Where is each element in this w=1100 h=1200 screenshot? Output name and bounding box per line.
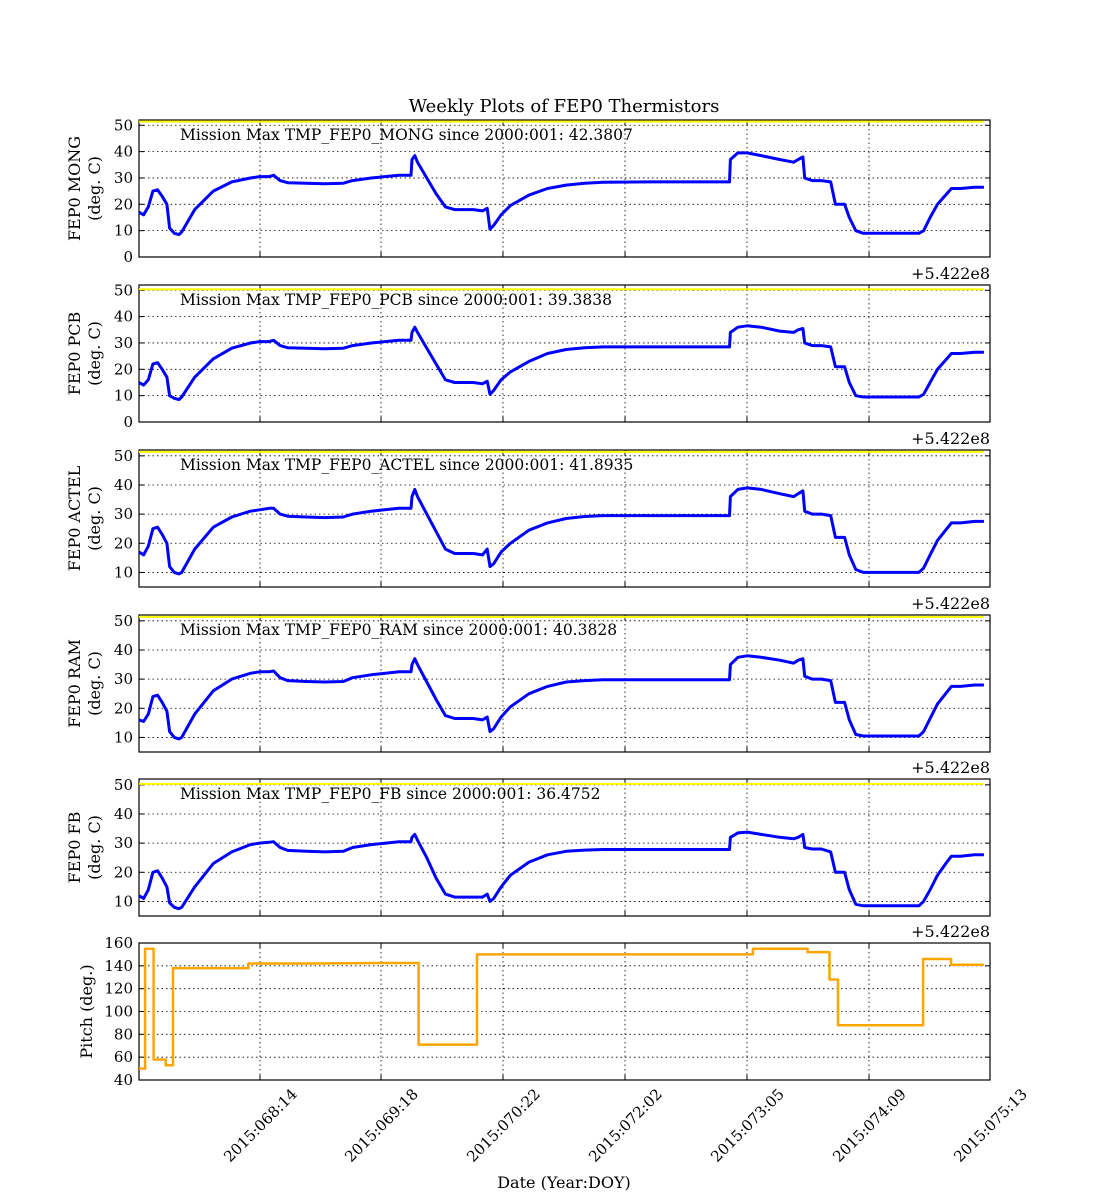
x-offset-label: +5.422e8 — [911, 922, 990, 941]
panel-6: 160 140 120 100 80 60 40 Pitch (deg.) +5.422e8 — [77, 922, 991, 1089]
y-tick-label: 20 — [114, 360, 133, 378]
x-axis-label: Date (Year:DOY) — [497, 1173, 631, 1192]
y-tick-label: 60 — [114, 1048, 133, 1066]
panel-5: 50 40 30 20 10 Mission Max TMP_FEP0_FB since … — [65, 758, 991, 917]
y-tick-label: 30 — [114, 834, 133, 852]
x-tick-label: 2015:075:13 — [950, 1085, 1031, 1166]
x-offset-label: +5.422e8 — [911, 594, 990, 613]
panel-2: 50 40 30 20 10 0 Mission Max TMP_FEP0_PCB sinc… — [65, 264, 991, 431]
x-tick-label: 2015:073:05 — [707, 1085, 788, 1166]
y-axis-label: Pitch (deg.) — [77, 964, 96, 1058]
y-axis-label: FEP0 RAM — [65, 639, 84, 728]
y-axis-label: FEP0 MONG — [65, 136, 84, 241]
temperature-series-line — [138, 486, 984, 576]
y-tick-label: 40 — [114, 641, 133, 659]
y-axis-unit-label: (deg. C) — [85, 486, 104, 551]
y-tick-label: 50 — [114, 116, 133, 134]
y-tick-label: 30 — [114, 169, 133, 187]
y-tick-label: 50 — [114, 447, 133, 465]
pitch-series-line — [139, 947, 984, 1070]
y-tick-label: 20 — [114, 699, 133, 717]
x-tick-label: 2015:069:18 — [341, 1085, 422, 1166]
y-tick-label: 40 — [114, 476, 133, 494]
x-tick-label: 2015:074:09 — [829, 1085, 910, 1166]
x-tick-label: 2015:072:02 — [585, 1085, 666, 1166]
y-tick-label: 10 — [114, 728, 133, 746]
y-axis-unit-label: (deg. C) — [85, 321, 104, 386]
y-axis-label: FEP0 PCB — [65, 312, 84, 396]
x-tick-label: 2015:068:14 — [220, 1085, 301, 1166]
y-tick-label: 40 — [114, 1071, 133, 1089]
figure-title: Weekly Plots of FEP0 Thermistors — [409, 96, 720, 117]
mission-max-annotation: Mission Max TMP_FEP0_MONG since 2000:001… — [180, 126, 633, 144]
temperature-series-line — [138, 830, 984, 911]
y-tick-label: 40 — [114, 308, 133, 326]
y-tick-label: 50 — [114, 612, 133, 630]
plot-frame — [138, 284, 991, 423]
temperature-series-line — [138, 151, 984, 237]
y-axis-unit-label: (deg. C) — [85, 156, 104, 221]
y-tick-label: 140 — [104, 957, 133, 975]
y-axis-unit-label: (deg. C) — [85, 815, 104, 880]
y-axis-label: FEP0 ACTEL — [65, 465, 84, 571]
panel-4: 50 40 30 20 10 Mission Max TMP_FEP0_RAM since… — [65, 594, 991, 753]
y-tick-label: 50 — [114, 776, 133, 794]
x-offset-label: +5.422e8 — [911, 429, 990, 448]
panel-1: 50 40 30 20 10 0 Mission Max TMP_FEP0_MONG sin… — [65, 116, 991, 266]
y-axis-unit-label: (deg. C) — [85, 651, 104, 716]
y-tick-label: 120 — [104, 980, 133, 998]
y-tick-label: 10 — [114, 563, 133, 581]
y-tick-label: 10 — [114, 892, 133, 910]
y-tick-label: 10 — [114, 387, 133, 405]
y-tick-label: 100 — [104, 1003, 133, 1021]
y-axis-label: FEP0 FB — [65, 812, 84, 884]
plot-frame — [138, 119, 991, 258]
mission-max-annotation: Mission Max TMP_FEP0_ACTEL since 2000:00… — [180, 456, 633, 474]
mission-max-annotation: Mission Max TMP_FEP0_RAM since 2000:001:… — [180, 621, 617, 639]
y-tick-label: 0 — [123, 248, 133, 266]
y-tick-label: 30 — [114, 505, 133, 523]
temperature-series-line — [138, 324, 984, 402]
temperature-series-line — [138, 654, 984, 741]
y-tick-label: 10 — [114, 222, 133, 240]
y-tick-label: 30 — [114, 670, 133, 688]
y-tick-label: 20 — [114, 534, 133, 552]
y-tick-label: 30 — [114, 334, 133, 352]
y-tick-label: 40 — [114, 143, 133, 161]
y-tick-label: 20 — [114, 195, 133, 213]
y-tick-label: 80 — [114, 1025, 133, 1043]
x-offset-label: +5.422e8 — [911, 758, 990, 777]
x-tick-labels: 2015:068:14 2015:069:18 2015:070:22 2015:07… — [220, 1085, 1031, 1166]
mission-max-annotation: Mission Max TMP_FEP0_FB since 2000:001: … — [180, 785, 600, 803]
x-tick-label: 2015:070:22 — [463, 1085, 544, 1166]
y-tick-label: 20 — [114, 863, 133, 881]
y-tick-label: 40 — [114, 805, 133, 823]
panel-3: 50 40 30 20 10 Mission Max TMP_FEP0_ACTEL sin… — [65, 429, 991, 588]
y-tick-label: 50 — [114, 281, 133, 299]
y-tick-label: 0 — [123, 413, 133, 431]
y-tick-label: 160 — [104, 934, 133, 952]
mission-max-annotation: Mission Max TMP_FEP0_PCB since 2000:001:… — [180, 291, 612, 309]
plot-frame — [138, 942, 991, 1081]
x-offset-label: +5.422e8 — [911, 264, 990, 283]
